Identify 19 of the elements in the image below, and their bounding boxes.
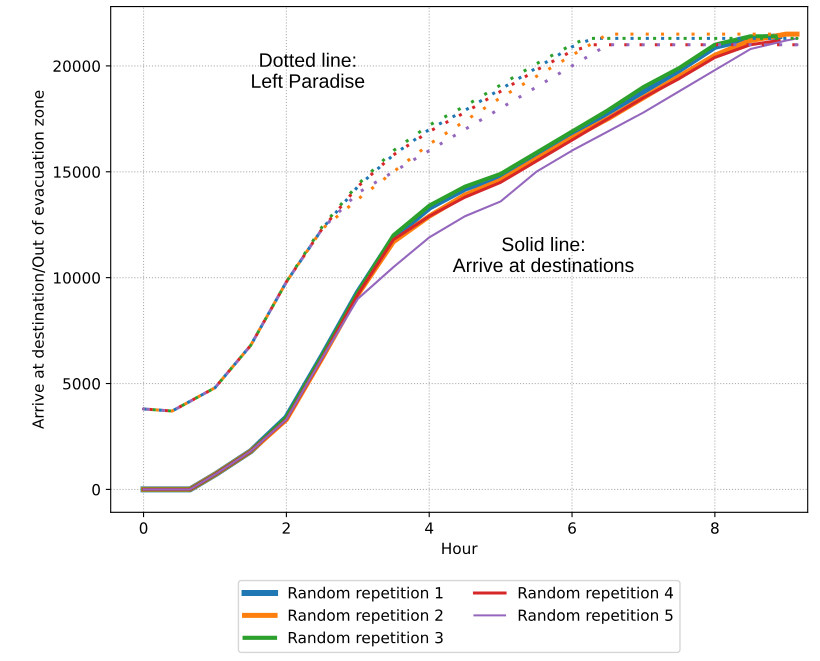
y-tick-label: 0 <box>92 484 100 496</box>
y-tick-label: 20000 <box>53 60 100 72</box>
x-tick-label: 8 <box>711 522 719 534</box>
x-tick-label: 0 <box>140 522 148 534</box>
y-tick-label: 10000 <box>54 272 100 284</box>
annotation: Solid line: Arrive at destinations <box>452 236 634 272</box>
x-tick-label: 2 <box>282 522 290 534</box>
y-tick-label: 5000 <box>63 378 100 390</box>
legend-label: Random repetition 5 <box>518 609 673 624</box>
y-tick-label: 15000 <box>54 166 100 178</box>
legend-label: Random repetition 3 <box>288 632 443 646</box>
y-axis-title: Arrive at destination/Out of evacuation zone <box>32 90 46 429</box>
legend-label: Random repetition 2 <box>288 609 442 624</box>
x-axis-title: Hour <box>442 542 478 554</box>
annotation: Dotted line: Left Paradise <box>252 52 364 88</box>
x-tick-label: 6 <box>568 522 576 534</box>
legend-label: Random repetition 1 <box>288 586 443 602</box>
legend-label: Random repetition 4 <box>518 586 674 602</box>
x-tick-label: 4 <box>425 522 434 534</box>
